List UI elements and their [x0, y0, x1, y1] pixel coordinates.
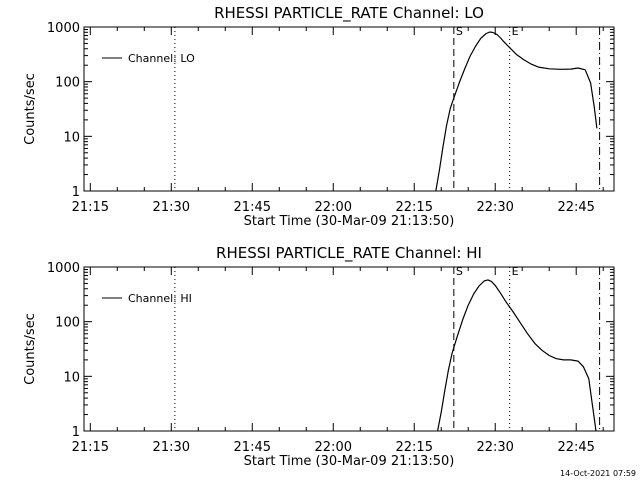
hi-y-tick-label: 100: [55, 316, 80, 331]
lo-x-tick-label: 22:30: [476, 200, 513, 215]
lo-x-tick-label: 22:45: [557, 200, 594, 215]
lo-x-tick-label: 22:00: [315, 200, 352, 215]
lo-marker-label-s: S: [456, 25, 463, 38]
hi-marker-label-s: S: [456, 265, 463, 278]
hi-plot-frame: [83, 266, 615, 432]
hi-x-tick-label: 21:30: [153, 440, 190, 455]
hi-series-line: [437, 279, 597, 432]
generation-timestamp: 14-Oct-2021 07:59: [560, 469, 636, 478]
hi-x-tick-label: 22:00: [315, 440, 352, 455]
lo-x-tick-label: 22:15: [396, 200, 433, 215]
lo-x-tick-label: 21:15: [72, 200, 109, 215]
lo-marker-label-e: E: [512, 25, 519, 38]
hi-x-tick-label: 21:15: [72, 440, 109, 455]
lo-x-tick-label: 21:30: [153, 200, 190, 215]
hi-y-axis-label: Counts/sec: [23, 313, 38, 385]
hi-x-tick-label: 22:30: [476, 440, 513, 455]
lo-plot-frame: [83, 26, 615, 192]
hi-y-tick-label: 1000: [47, 261, 80, 276]
hi-chart-title: RHESSI PARTICLE_RATE Channel: HI: [216, 244, 482, 263]
lo-y-axis-label: Counts/sec: [23, 73, 38, 145]
hi-x-axis-label: Start Time (30-Mar-09 21:13:50): [244, 454, 455, 469]
lo-x-axis-label: Start Time (30-Mar-09 21:13:50): [244, 214, 455, 229]
hi-x-tick-label: 22:45: [557, 440, 594, 455]
lo-legend-label: Channel: LO: [128, 52, 195, 65]
lo-y-tick-label: 1: [72, 185, 80, 200]
hi-x-tick-label: 22:15: [396, 440, 433, 455]
lo-series-line: [435, 31, 598, 192]
lo-x-tick-label: 21:45: [234, 200, 271, 215]
hi-x-tick-label: 21:45: [234, 440, 271, 455]
hi-channel-plot: RHESSI PARTICLE_RATE Channel: HI Counts/s…: [23, 244, 615, 469]
hi-marker-label-e: E: [512, 265, 519, 278]
lo-y-tick-label: 10: [63, 130, 80, 145]
lo-chart-title: RHESSI PARTICLE_RATE Channel: LO: [214, 4, 484, 23]
hi-y-tick-label: 10: [63, 370, 80, 385]
lo-channel-plot: RHESSI PARTICLE_RATE Channel: LO Counts/s…: [23, 4, 615, 229]
lo-y-tick-label: 100: [55, 76, 80, 91]
hi-y-tick-label: 1: [72, 425, 80, 440]
lo-y-tick-label: 1000: [47, 21, 80, 36]
hi-legend-label: Channel: HI: [128, 292, 192, 305]
